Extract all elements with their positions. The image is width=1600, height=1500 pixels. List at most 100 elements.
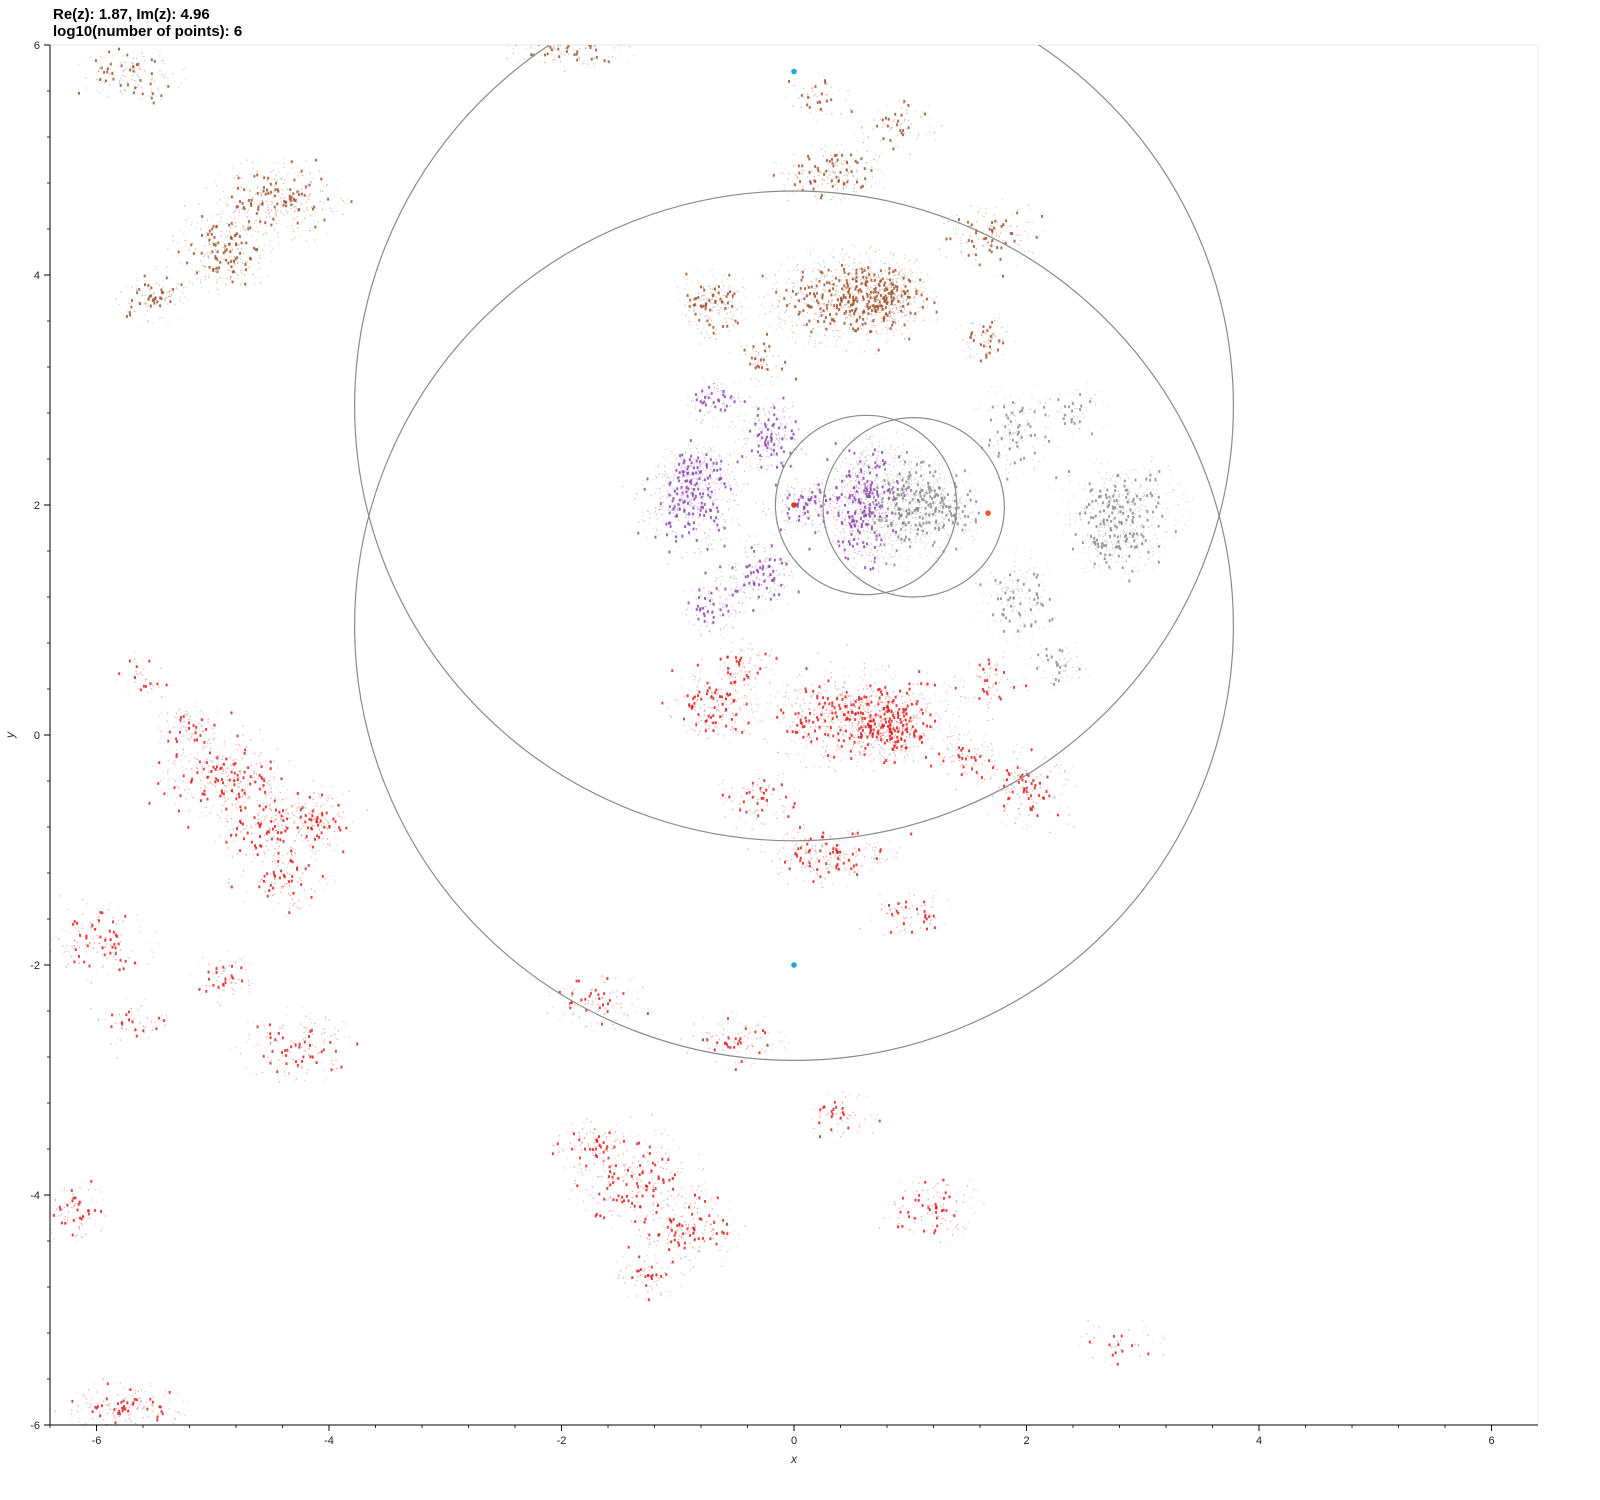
scatter-point [803, 502, 805, 504]
scatter-point [229, 213, 231, 215]
scatter-point [770, 432, 773, 436]
scatter-point [713, 524, 715, 526]
scatter-point [682, 501, 685, 504]
scatter-point [918, 268, 919, 270]
scatter-point [835, 306, 838, 309]
scatter-point [753, 336, 754, 338]
scatter-point [894, 503, 897, 507]
scatter-point [971, 239, 973, 243]
scatter-point [1024, 231, 1026, 232]
scatter-point [818, 531, 820, 533]
scatter-point [906, 451, 908, 454]
scatter-point [684, 470, 686, 472]
scatter-point [813, 249, 814, 251]
scatter-point [760, 561, 762, 563]
scatter-point [880, 140, 882, 142]
scatter-point [575, 52, 578, 56]
scatter-point [899, 129, 902, 132]
scatter-point [985, 208, 987, 210]
scatter-point [309, 230, 311, 232]
scatter-point [755, 356, 757, 358]
scatter-point [903, 102, 905, 104]
scatter-point [830, 301, 832, 303]
scatter-point [845, 169, 847, 171]
scatter-point [704, 571, 707, 575]
scatter-point [847, 148, 849, 150]
scatter-point [671, 499, 674, 503]
scatter-point [866, 305, 869, 309]
scatter-point [746, 565, 749, 569]
scatter-point [862, 526, 864, 528]
scatter-point [802, 514, 804, 516]
scatter-point [677, 503, 680, 506]
scatter-point [687, 601, 690, 605]
scatter-point [772, 404, 774, 406]
scatter-point [797, 519, 800, 522]
scatter-point [895, 502, 898, 505]
scatter-point [846, 500, 848, 502]
scatter-point [236, 174, 238, 176]
scatter-point [796, 90, 798, 92]
scatter-point [962, 339, 964, 341]
scatter-point [887, 332, 889, 334]
scatter-point [681, 498, 683, 501]
scatter-point [883, 289, 886, 292]
scatter-point [151, 78, 153, 80]
scatter-point [235, 225, 237, 227]
scatter-point [137, 84, 139, 86]
scatter-point [885, 326, 887, 329]
scatter-point [918, 133, 920, 135]
scatter-point [233, 263, 235, 265]
scatter-point [828, 300, 830, 302]
scatter-point [700, 421, 702, 423]
scatter-point [595, 48, 598, 52]
scatter-point [801, 311, 803, 313]
scatter-point [908, 482, 910, 484]
scatter-point [855, 279, 858, 283]
scatter-point [789, 303, 791, 305]
scatter-point [884, 517, 886, 520]
scatter-point [1024, 259, 1026, 261]
scatter-point [784, 528, 786, 531]
scatter-point [702, 295, 704, 297]
scatter-point [843, 269, 845, 272]
scatter-point [988, 351, 991, 355]
scatter-point [860, 508, 862, 510]
scatter-point [854, 551, 856, 553]
scatter-point [742, 586, 744, 588]
scatter-point [854, 502, 857, 504]
scatter-point [808, 106, 811, 109]
scatter-point [727, 330, 729, 332]
scatter-point [265, 233, 267, 235]
scatter-point [832, 494, 834, 496]
scatter-point [694, 312, 697, 316]
scatter-point [907, 486, 910, 489]
scatter-point [784, 430, 787, 432]
scatter-point [342, 213, 344, 215]
scatter-point [890, 292, 893, 296]
scatter-point [114, 53, 116, 55]
scatter-point [935, 139, 936, 141]
scatter-point [906, 289, 909, 293]
scatter-point [758, 419, 760, 422]
scatter-point [152, 101, 155, 105]
scatter-point [817, 301, 820, 305]
scatter-point [717, 518, 719, 520]
scatter-point [881, 273, 883, 276]
scatter-point [741, 312, 743, 314]
scatter-point [854, 491, 856, 493]
scatter-point [831, 198, 833, 200]
scatter-point [340, 198, 342, 200]
scatter-point [900, 491, 902, 494]
scatter-point [845, 313, 847, 315]
scatter-point [875, 295, 877, 298]
scatter-point [107, 96, 109, 98]
plot-area[interactable] [49, 44, 1539, 1426]
scatter-point [709, 528, 711, 530]
scatter-point [1016, 265, 1018, 267]
scatter-point [764, 560, 766, 562]
scatter-point [862, 519, 865, 523]
scatter-point [748, 581, 751, 585]
scatter-point [254, 222, 256, 224]
